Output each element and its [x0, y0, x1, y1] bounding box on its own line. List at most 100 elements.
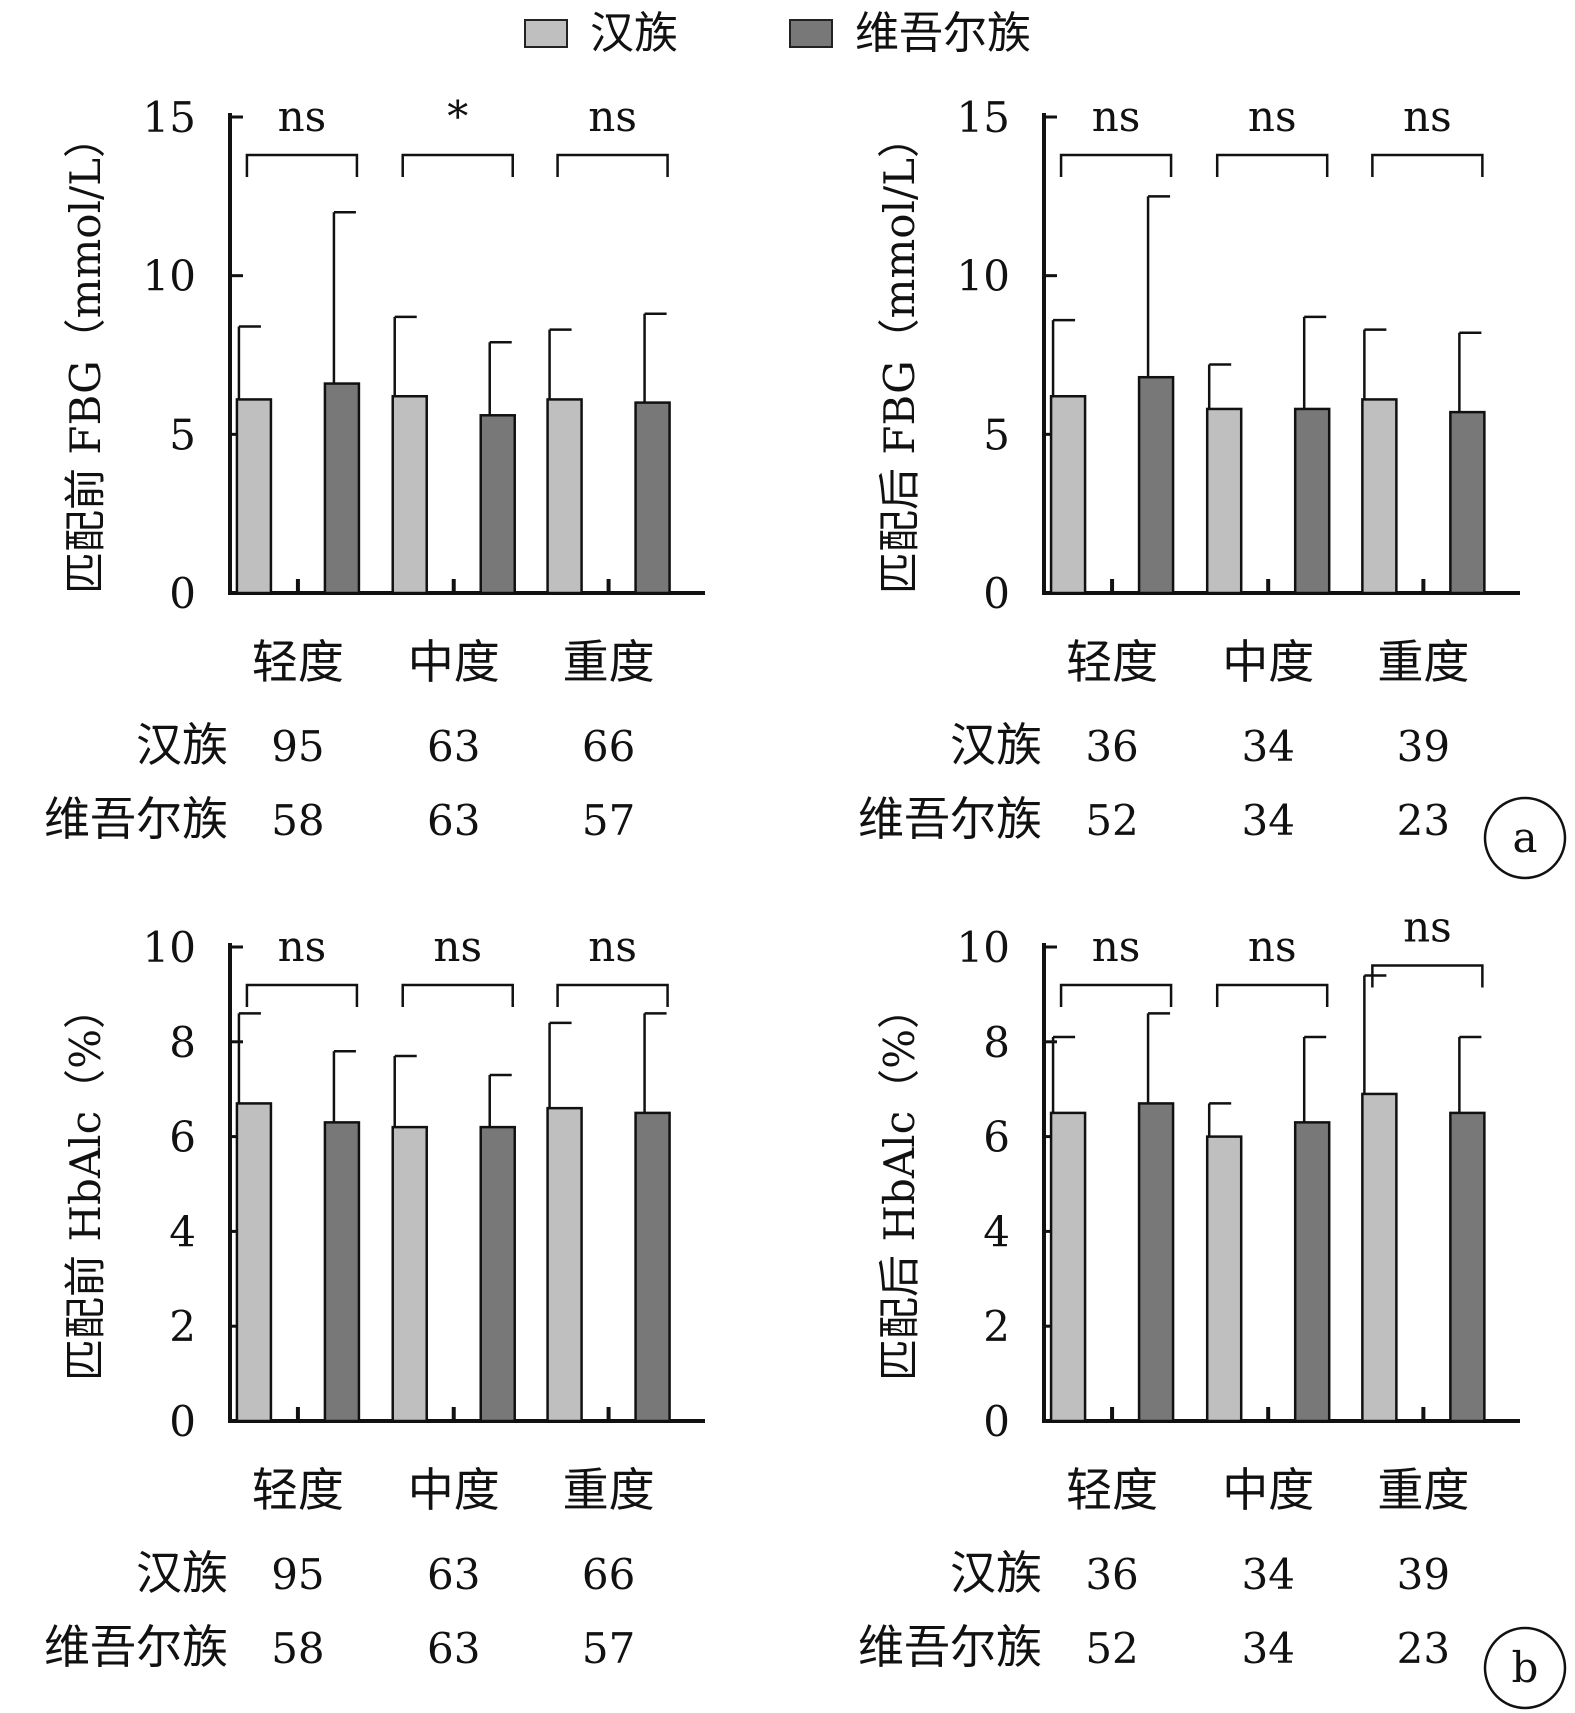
- panel-label-a-circle: [1483, 796, 1567, 880]
- y-tick-label: 4: [169, 1207, 196, 1256]
- x-category-label: 中度: [1222, 635, 1314, 689]
- bar: [1049, 395, 1087, 595]
- significance-bracket: [1215, 153, 1329, 177]
- bar: [1205, 1135, 1243, 1423]
- count-uyghur: 63: [427, 1624, 480, 1673]
- legend-swatch-uyghur: [789, 19, 833, 48]
- significance-label: ns: [1248, 922, 1297, 971]
- y-tick-label: 8: [169, 1018, 196, 1067]
- x-category-label: 轻度: [252, 635, 344, 689]
- x-category-label: 轻度: [1066, 635, 1158, 689]
- bar: [1449, 410, 1486, 595]
- count-row-label-han: 汉族: [136, 1546, 228, 1600]
- count-han: 39: [1397, 1550, 1450, 1599]
- count-uyghur: 52: [1085, 1624, 1138, 1673]
- count-han: 39: [1397, 722, 1450, 771]
- y-tick-label: 15: [143, 93, 196, 142]
- y-axis-label: 匹配后 FBG（mmol/L）: [875, 116, 924, 594]
- significance-bracket: [1215, 983, 1329, 1007]
- panel-label-a: a: [1483, 796, 1567, 880]
- chart-panel-4: 0 2 4 6 8 10 匹配后 HbAlc（%） ns 轻度 36 52 ns 中度 34 34 ns 重度 3…: [858, 902, 1520, 1674]
- count-han: 95: [271, 1550, 324, 1599]
- y-tick-label: 10: [143, 252, 196, 301]
- significance-label: *: [447, 92, 468, 141]
- bar: [634, 1111, 671, 1423]
- y-tick-label: 0: [983, 1397, 1010, 1446]
- x-category-label: 重度: [1377, 635, 1469, 689]
- panel-label-b: b: [1483, 1626, 1567, 1710]
- bar: [1049, 1111, 1087, 1423]
- bar: [1361, 1092, 1398, 1423]
- x-category-label: 轻度: [252, 1463, 344, 1517]
- legend: 汉族 维吾尔族: [524, 8, 1031, 59]
- significance-label: ns: [588, 922, 637, 971]
- bar: [546, 1106, 583, 1423]
- bar: [546, 398, 583, 595]
- bar: [634, 401, 671, 595]
- y-tick-label: 6: [983, 1113, 1010, 1162]
- significance-bracket: [556, 153, 669, 177]
- y-tick-label: 10: [957, 252, 1010, 301]
- y-tick-label: 2: [983, 1302, 1010, 1351]
- chart-panel-3: 0 2 4 6 8 10 匹配前 HbAlc（%） ns 轻度 95 58 ns 中度 63 63 ns 重度 6…: [44, 922, 705, 1674]
- count-han: 63: [427, 1550, 480, 1599]
- legend-swatch-han: [524, 19, 568, 48]
- significance-bracket: [1059, 153, 1173, 177]
- significance-bracket: [1371, 964, 1484, 988]
- count-row-label-han: 汉族: [950, 718, 1042, 772]
- significance-label: ns: [1092, 92, 1141, 141]
- count-han: 66: [582, 1550, 635, 1599]
- count-uyghur: 58: [271, 796, 324, 845]
- x-category-label: 轻度: [1066, 1463, 1158, 1517]
- count-uyghur: 23: [1397, 796, 1450, 845]
- count-uyghur: 34: [1241, 1624, 1294, 1673]
- count-row-label-uyghur: 维吾尔族: [858, 1620, 1042, 1674]
- count-han: 36: [1085, 1550, 1138, 1599]
- count-han: 36: [1085, 722, 1138, 771]
- x-category-label: 重度: [563, 635, 655, 689]
- bar: [1293, 407, 1331, 595]
- y-tick-label: 6: [169, 1113, 196, 1162]
- x-category-label: 中度: [1222, 1463, 1314, 1517]
- count-han: 63: [427, 722, 480, 771]
- count-uyghur: 23: [1397, 1624, 1450, 1673]
- bar: [1205, 407, 1243, 595]
- count-uyghur: 34: [1241, 796, 1294, 845]
- bar: [1137, 1102, 1175, 1423]
- significance-label: ns: [1403, 92, 1452, 141]
- bar: [1449, 1111, 1486, 1423]
- x-category-label: 中度: [408, 1463, 500, 1517]
- y-tick-label: 0: [169, 569, 196, 618]
- significance-bracket: [1059, 983, 1173, 1007]
- significance-bracket: [401, 153, 514, 177]
- x-category-label: 中度: [408, 635, 500, 689]
- significance-label: ns: [278, 92, 327, 141]
- count-han: 66: [582, 722, 635, 771]
- y-tick-label: 0: [983, 569, 1010, 618]
- significance-label: ns: [278, 922, 327, 971]
- legend-label-han: 汉族: [590, 8, 678, 59]
- count-row-label-uyghur: 维吾尔族: [44, 792, 228, 846]
- significance-label: ns: [433, 922, 482, 971]
- bar: [1137, 375, 1175, 595]
- bar: [323, 1121, 361, 1423]
- legend-label-uyghur: 维吾尔族: [855, 8, 1031, 59]
- bar: [235, 398, 273, 595]
- significance-bracket: [556, 983, 669, 1007]
- y-tick-label: 5: [169, 410, 196, 459]
- count-han: 34: [1241, 722, 1294, 771]
- significance-label: ns: [1248, 92, 1297, 141]
- y-tick-label: 15: [957, 93, 1010, 142]
- count-uyghur: 52: [1085, 796, 1138, 845]
- y-tick-label: 4: [983, 1207, 1010, 1256]
- significance-label: ns: [1403, 902, 1452, 951]
- y-axis-label: 匹配前 HbAlc（%）: [61, 987, 110, 1381]
- bar: [479, 1125, 516, 1423]
- count-row-label-han: 汉族: [136, 718, 228, 772]
- y-tick-label: 2: [169, 1302, 196, 1351]
- count-uyghur: 57: [582, 1624, 635, 1673]
- chart-panel-1: 0 5 10 15 匹配前 FBG（mmol/L） ns 轻度 95 58 * 中度 63 63 ns 重度…: [44, 92, 705, 846]
- x-category-label: 重度: [1377, 1463, 1469, 1517]
- count-uyghur: 57: [582, 796, 635, 845]
